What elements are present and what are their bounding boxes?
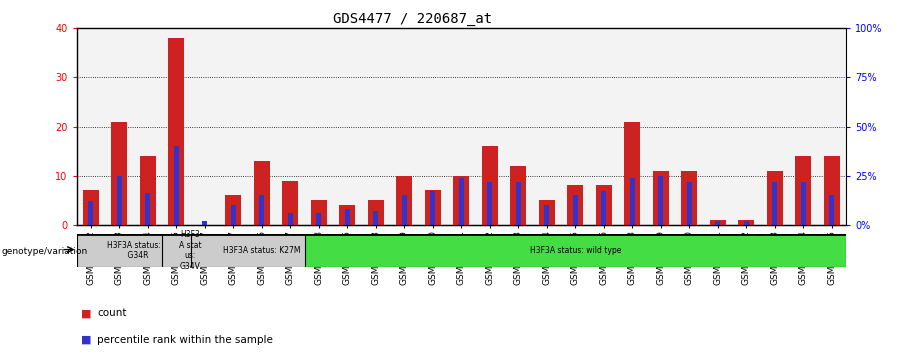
Text: percentile rank within the sample: percentile rank within the sample	[97, 335, 273, 345]
Bar	[225, 195, 241, 225]
Bar	[716, 221, 720, 225]
Bar	[174, 146, 178, 225]
Bar	[732, 28, 760, 225]
Bar	[447, 28, 475, 225]
Bar	[339, 205, 356, 225]
Bar	[345, 209, 349, 225]
Bar	[573, 195, 578, 225]
Bar	[283, 181, 298, 225]
Bar	[140, 156, 156, 225]
Bar	[76, 234, 191, 267]
Bar	[83, 190, 99, 225]
Text: ■: ■	[81, 335, 92, 345]
Bar	[567, 185, 583, 225]
Bar	[133, 28, 162, 225]
Text: GDS4477 / 220687_at: GDS4477 / 220687_at	[333, 12, 492, 27]
Bar	[248, 28, 276, 225]
Bar	[162, 234, 219, 267]
Bar	[744, 221, 749, 225]
Bar	[630, 178, 634, 225]
Bar	[710, 220, 725, 225]
Bar	[117, 176, 122, 225]
Bar	[767, 171, 783, 225]
Text: ■: ■	[81, 308, 92, 318]
Bar	[112, 122, 127, 225]
Bar	[76, 28, 105, 225]
Bar	[504, 28, 533, 225]
Bar	[817, 28, 846, 225]
Bar	[659, 176, 663, 225]
Bar	[374, 211, 378, 225]
Bar	[368, 200, 383, 225]
Bar	[561, 28, 590, 225]
Bar	[704, 28, 732, 225]
Bar	[539, 200, 554, 225]
Bar	[544, 205, 549, 225]
Bar	[510, 166, 526, 225]
Bar	[105, 28, 133, 225]
Text: count: count	[97, 308, 127, 318]
Bar	[168, 38, 184, 225]
Bar	[801, 182, 806, 225]
Bar	[482, 146, 498, 225]
Bar	[430, 192, 435, 225]
Bar	[590, 28, 618, 225]
Bar	[231, 205, 236, 225]
Bar	[596, 185, 612, 225]
Bar	[191, 28, 219, 225]
Bar	[533, 28, 561, 225]
Bar	[475, 28, 504, 225]
Bar	[288, 213, 292, 225]
Bar	[418, 28, 447, 225]
Bar	[88, 201, 93, 225]
Bar	[304, 28, 333, 225]
Bar	[601, 192, 606, 225]
Bar	[362, 28, 390, 225]
Bar	[681, 171, 698, 225]
Bar	[760, 28, 789, 225]
Bar	[202, 221, 207, 225]
Bar	[738, 220, 754, 225]
Bar	[390, 28, 418, 225]
Bar	[146, 193, 150, 225]
Bar	[796, 156, 811, 225]
Bar	[675, 28, 704, 225]
Bar	[259, 195, 264, 225]
Text: H3F3A status: K27M: H3F3A status: K27M	[223, 246, 301, 255]
Bar	[772, 182, 777, 225]
Bar	[396, 176, 412, 225]
Text: H3F3A status:
    G34R: H3F3A status: G34R	[106, 241, 160, 260]
Bar	[402, 195, 407, 225]
Text: genotype/variation: genotype/variation	[2, 247, 88, 256]
Bar	[652, 171, 669, 225]
Bar	[304, 234, 846, 267]
Bar	[310, 200, 327, 225]
Bar	[162, 28, 191, 225]
Bar	[789, 28, 817, 225]
Bar	[459, 178, 464, 225]
Bar	[646, 28, 675, 225]
Bar	[317, 213, 321, 225]
Bar	[618, 28, 646, 225]
Text: H3F3A status: wild type: H3F3A status: wild type	[529, 246, 621, 255]
Bar	[425, 190, 441, 225]
Bar	[191, 234, 333, 267]
Bar	[625, 122, 640, 225]
Bar	[516, 182, 520, 225]
Bar	[830, 195, 834, 225]
Bar	[254, 161, 270, 225]
Text: H3F3
A stat
us:
G34V: H3F3 A stat us: G34V	[179, 230, 202, 270]
Bar	[488, 182, 492, 225]
Bar	[687, 182, 691, 225]
Bar	[824, 156, 840, 225]
Bar	[219, 28, 248, 225]
Bar	[276, 28, 304, 225]
Bar	[333, 28, 362, 225]
Bar	[454, 176, 469, 225]
